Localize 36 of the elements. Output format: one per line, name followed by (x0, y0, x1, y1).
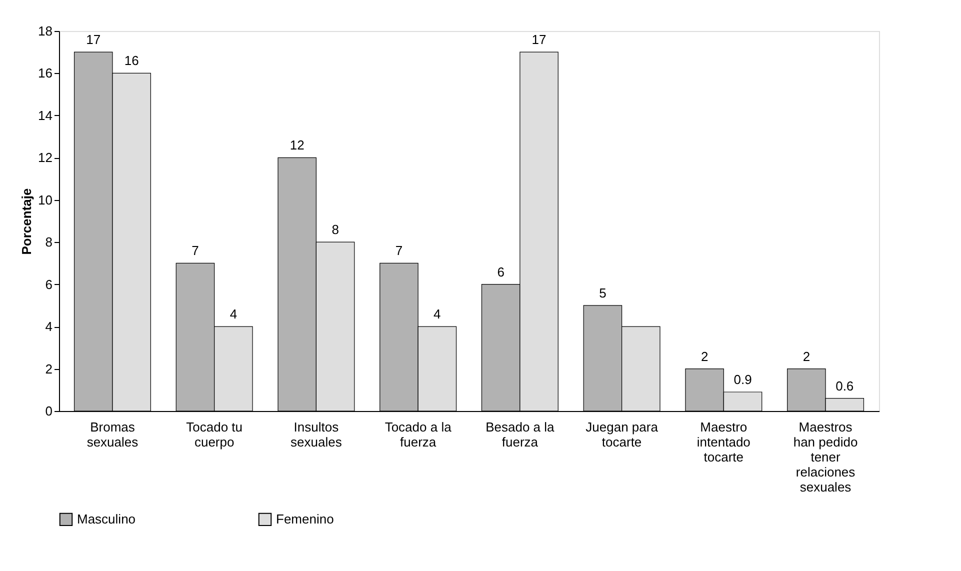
x-tick-label: Bromas sexuales (86, 420, 139, 450)
y-tick-label: 0 (45, 404, 52, 418)
y-tick-label: 10 (38, 192, 52, 208)
y-tick-label: 6 (45, 276, 52, 292)
data-label: 0.9 (734, 372, 752, 387)
data-label: 17 (86, 32, 101, 48)
y-axis-title: Porcentaje (19, 188, 34, 255)
data-label: 2 (700, 348, 708, 364)
data-label: 0.6 (836, 378, 854, 394)
x-tick-label: Maestro intentado tocarte (696, 420, 750, 464)
data-label: 5 (599, 285, 606, 300)
legend-label: Femenino (276, 511, 334, 526)
data-label: 16 (124, 53, 139, 68)
data-label: 7 (395, 243, 403, 258)
y-tick-label: 14 (38, 108, 52, 123)
y-tick-label: 2 (45, 361, 52, 376)
data-label: 4 (230, 306, 238, 322)
legend-label: Masculino (77, 511, 136, 526)
data-label: 12 (290, 138, 304, 153)
y-tick-label: 4 (45, 319, 52, 334)
y-tick-label: 16 (38, 66, 52, 81)
x-tick-label: Insultos sexuales (290, 420, 342, 450)
y-tick-label: 8 (45, 234, 52, 250)
data-label: 2 (802, 348, 810, 364)
data-label: 4 (434, 306, 441, 322)
x-tick-label: Juegan para tocarte (586, 420, 659, 450)
x-tick-label: Maestros han pedido tener relaciones sexuales (793, 420, 858, 494)
x-tick-label: Besado a la fuerza (486, 420, 556, 450)
data-label: 6 (497, 264, 504, 280)
y-tick-label: 18 (38, 24, 52, 38)
y-tick-label: 12 (38, 150, 52, 166)
data-label: 8 (332, 222, 339, 238)
x-tick-label: Tocado tu cuerpo (186, 420, 243, 450)
x-tick-label: Tocado a la fuerza (384, 420, 452, 450)
data-label: 7 (192, 243, 199, 258)
data-label: 17 (532, 32, 546, 48)
